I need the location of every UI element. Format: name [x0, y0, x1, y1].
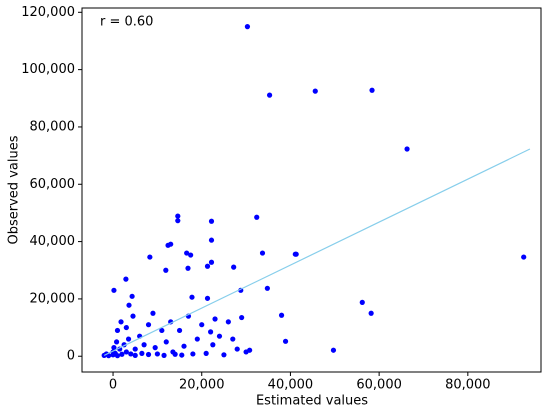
point: [359, 299, 365, 305]
y-tick-label: 60,000: [30, 177, 76, 192]
point: [159, 327, 165, 334]
point: [247, 347, 253, 353]
fit-line: [103, 148, 531, 356]
y-tick-label: 40,000: [30, 234, 76, 249]
point: [221, 352, 227, 358]
point: [163, 267, 169, 273]
point: [118, 319, 124, 325]
point: [208, 329, 214, 335]
point: [330, 347, 337, 353]
annotation: r = 0.60: [100, 15, 153, 30]
point: [113, 339, 120, 345]
point: [145, 322, 152, 328]
x-tick-label: 20,000: [179, 378, 225, 393]
point: [208, 237, 215, 243]
point: [132, 346, 138, 352]
point: [168, 241, 174, 247]
point: [185, 265, 191, 271]
y-axis-label: Observed values: [7, 135, 22, 244]
point: [225, 319, 231, 325]
point: [123, 276, 129, 282]
point: [199, 322, 205, 328]
point: [203, 350, 209, 356]
point: [368, 310, 374, 316]
point: [125, 336, 132, 342]
point: [152, 345, 158, 351]
point: [244, 24, 251, 30]
point: [111, 287, 117, 293]
x-tick-label: 80,000: [445, 378, 491, 393]
plot-frame: [81, 7, 542, 373]
point: [190, 351, 196, 357]
point: [119, 351, 125, 357]
point: [230, 336, 236, 342]
point: [264, 285, 270, 291]
y-tick-label: 100,000: [21, 62, 75, 77]
x-tick-label: 40,000: [268, 378, 314, 393]
point: [179, 352, 185, 358]
point: [175, 213, 181, 219]
point: [172, 351, 178, 357]
x-tick-label: 60,000: [356, 378, 402, 393]
point: [189, 294, 195, 300]
point: [188, 252, 194, 258]
point: [123, 324, 129, 331]
point: [114, 327, 121, 334]
point: [139, 350, 145, 356]
point: [278, 312, 285, 318]
point: [145, 351, 152, 358]
point: [369, 87, 375, 93]
point: [132, 352, 138, 358]
point: [123, 349, 129, 355]
point: [312, 88, 318, 94]
x-tick-label: 0: [109, 378, 117, 393]
point: [521, 254, 527, 260]
point: [210, 342, 216, 348]
point: [147, 254, 153, 260]
point: [128, 351, 134, 357]
point: [231, 264, 237, 270]
point: [130, 313, 136, 319]
point: [239, 314, 245, 321]
point: [254, 214, 260, 220]
point: [282, 338, 289, 344]
point: [150, 310, 156, 316]
point: [161, 352, 167, 358]
y-tick-label: 120,000: [21, 5, 75, 20]
point: [163, 339, 169, 345]
point: [111, 345, 117, 351]
point: [141, 342, 147, 348]
y-tick-label: 80,000: [30, 119, 76, 134]
point: [266, 92, 273, 98]
point: [154, 351, 160, 357]
point: [175, 218, 181, 224]
point: [293, 251, 299, 257]
point: [208, 259, 215, 265]
point: [404, 146, 410, 152]
point: [184, 250, 190, 256]
point: [208, 218, 215, 224]
point: [129, 293, 135, 299]
point: [126, 302, 132, 308]
point: [259, 250, 266, 256]
point: [204, 263, 211, 269]
point: [204, 295, 211, 301]
point: [212, 316, 218, 322]
y-tick-label: 20,000: [30, 291, 76, 306]
point: [194, 336, 200, 342]
point: [176, 327, 183, 334]
x-axis-label: Estimated values: [256, 394, 368, 409]
y-tick-label: 0: [67, 349, 75, 364]
point: [181, 343, 187, 349]
point: [216, 333, 223, 339]
point: [114, 353, 121, 359]
point: [234, 346, 240, 352]
